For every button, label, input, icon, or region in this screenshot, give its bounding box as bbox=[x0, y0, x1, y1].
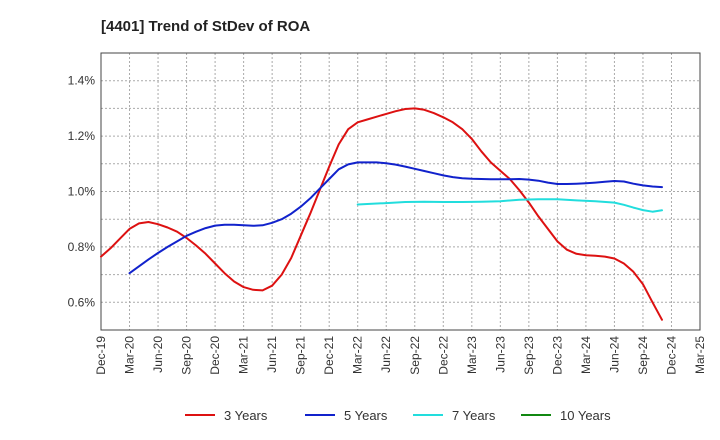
legend-7-years-label: 7 Years bbox=[452, 408, 496, 423]
x-tick-label: Mar-23 bbox=[465, 336, 479, 374]
x-tick-label: Mar-25 bbox=[693, 336, 707, 374]
y-tick-label: 1.0% bbox=[68, 185, 96, 199]
x-tick-label: Sep-20 bbox=[180, 336, 194, 375]
y-tick-label: 1.4% bbox=[68, 74, 96, 88]
x-tick-label: Jun-20 bbox=[151, 336, 165, 373]
plot-border bbox=[100, 52, 701, 331]
x-tick-label: Dec-23 bbox=[550, 336, 564, 375]
x-tick-label: Dec-21 bbox=[322, 336, 336, 375]
x-tick-label: Dec-22 bbox=[436, 336, 450, 375]
legend-3-years-label: 3 Years bbox=[224, 408, 268, 423]
x-tick-label: Jun-21 bbox=[265, 336, 279, 373]
chart-title: [4401] Trend of StDev of ROA bbox=[101, 18, 310, 35]
series-line-3-years bbox=[100, 107, 663, 321]
x-tick-label: Mar-24 bbox=[579, 336, 593, 374]
x-tick-label: Sep-23 bbox=[522, 336, 536, 375]
x-tick-label: Sep-22 bbox=[408, 336, 422, 375]
plot-background bbox=[101, 53, 700, 330]
x-tick-label: Mar-21 bbox=[237, 336, 251, 374]
legend: 3 Years 5 Years 7 Years 10 Years bbox=[185, 408, 611, 423]
x-tick-label: Mar-22 bbox=[351, 336, 365, 374]
x-tick-label: Sep-24 bbox=[636, 336, 650, 375]
x-tick-label: Dec-19 bbox=[94, 336, 108, 375]
x-tick-label: Dec-24 bbox=[664, 336, 678, 375]
x-tick-label: Jun-22 bbox=[379, 336, 393, 373]
y-tick-label: 1.2% bbox=[68, 129, 96, 143]
x-tick-label: Jun-24 bbox=[607, 336, 621, 373]
legend-5-years-label: 5 Years bbox=[344, 408, 388, 423]
series-layer bbox=[100, 107, 663, 321]
x-tick-label: Jun-23 bbox=[493, 336, 507, 373]
y-tick-label: 0.8% bbox=[68, 240, 96, 254]
series-line-5-years bbox=[128, 161, 663, 275]
x-tick-label: Mar-20 bbox=[123, 336, 137, 374]
x-tick-label: Dec-20 bbox=[208, 336, 222, 375]
legend-10-years-label: 10 Years bbox=[560, 408, 611, 423]
x-tick-label: Sep-21 bbox=[294, 336, 308, 375]
y-tick-label: 0.6% bbox=[68, 295, 96, 309]
plot-area bbox=[100, 52, 701, 331]
series-line-7-years bbox=[356, 198, 663, 213]
x-axis: Dec-19 Mar-20 Jun-20 Sep-20 Dec-20 Mar-21 Jun-… bbox=[94, 336, 707, 375]
y-axis: 0.6% 0.8% 1.0% 1.2% 1.4% bbox=[68, 74, 96, 310]
